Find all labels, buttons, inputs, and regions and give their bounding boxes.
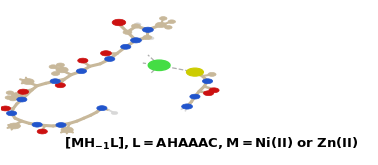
Circle shape: [37, 129, 47, 134]
Circle shape: [78, 58, 88, 63]
Circle shape: [168, 20, 175, 23]
Circle shape: [17, 97, 27, 102]
Circle shape: [8, 123, 20, 129]
Circle shape: [164, 26, 172, 29]
Circle shape: [147, 37, 154, 40]
Circle shape: [121, 44, 131, 49]
Circle shape: [97, 106, 107, 111]
Circle shape: [112, 19, 126, 26]
Circle shape: [160, 17, 167, 20]
Circle shape: [182, 104, 192, 109]
Circle shape: [6, 111, 17, 116]
Circle shape: [5, 96, 12, 99]
Circle shape: [155, 22, 166, 28]
Circle shape: [203, 91, 214, 96]
Circle shape: [61, 127, 73, 133]
Circle shape: [51, 72, 60, 76]
Circle shape: [22, 79, 34, 84]
Circle shape: [143, 35, 152, 39]
Circle shape: [50, 79, 60, 84]
Circle shape: [132, 24, 140, 28]
Circle shape: [32, 122, 42, 127]
Circle shape: [190, 94, 200, 99]
Circle shape: [55, 83, 65, 88]
Circle shape: [0, 106, 11, 111]
Circle shape: [203, 79, 213, 84]
Circle shape: [56, 123, 66, 127]
Circle shape: [9, 97, 17, 101]
Circle shape: [148, 60, 170, 70]
Circle shape: [105, 57, 115, 61]
Circle shape: [123, 30, 132, 34]
Circle shape: [18, 89, 29, 94]
Circle shape: [186, 68, 203, 76]
Circle shape: [11, 93, 23, 98]
Circle shape: [134, 23, 141, 26]
Text: $\bf{[MH_{-1}L], L = AHAAAC, M = Ni(II)\ or\ Zn(II)}$: $\bf{[MH_{-1}L], L = AHAAAC, M = Ni(II)\…: [64, 136, 358, 152]
Circle shape: [56, 63, 64, 67]
Circle shape: [49, 65, 57, 69]
Circle shape: [6, 91, 14, 95]
Circle shape: [111, 111, 118, 115]
Circle shape: [76, 69, 87, 74]
Circle shape: [143, 27, 153, 32]
Circle shape: [130, 38, 141, 43]
Circle shape: [56, 67, 68, 73]
Circle shape: [209, 88, 219, 93]
Circle shape: [208, 72, 216, 76]
Circle shape: [101, 51, 112, 56]
